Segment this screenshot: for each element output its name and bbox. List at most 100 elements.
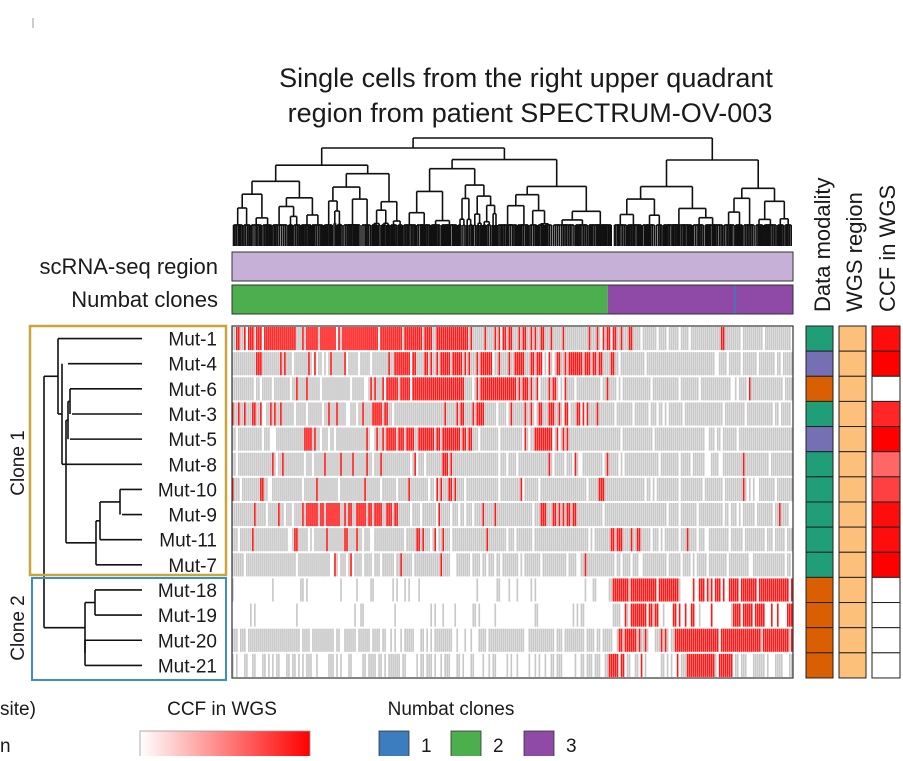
- cell: [368, 452, 370, 476]
- cell: [354, 427, 356, 451]
- cell: [740, 528, 743, 552]
- cell: [346, 327, 348, 351]
- cell: [378, 377, 380, 401]
- cell: [642, 528, 645, 552]
- cell: [392, 427, 394, 451]
- cell: [446, 377, 449, 401]
- cell: [680, 653, 683, 677]
- cell: [574, 427, 577, 451]
- cell: [460, 402, 463, 426]
- cell: [590, 553, 593, 577]
- cell: [768, 553, 771, 577]
- cell: [292, 553, 294, 577]
- cell: [282, 452, 284, 476]
- cell: [410, 628, 412, 652]
- cell: [748, 603, 751, 627]
- cell: [248, 352, 250, 376]
- cell: [508, 502, 511, 527]
- cell: [516, 377, 519, 401]
- cell: [484, 553, 487, 577]
- cell: [616, 352, 619, 376]
- cell: [736, 628, 739, 652]
- cell: [640, 628, 643, 652]
- cell: [288, 502, 290, 527]
- cell: [624, 327, 627, 351]
- cell: [766, 653, 769, 677]
- cell: [322, 502, 324, 527]
- cell: [772, 352, 775, 376]
- cell: [264, 452, 266, 476]
- cell: [316, 402, 318, 426]
- cell: [536, 327, 539, 351]
- cell: [392, 352, 394, 376]
- cell: [432, 327, 434, 351]
- cell: [656, 603, 659, 627]
- cell: [366, 528, 368, 552]
- cell: [716, 578, 719, 602]
- cell: [552, 377, 555, 401]
- cell: [468, 477, 471, 501]
- cell: [766, 477, 769, 501]
- cell: [430, 553, 432, 577]
- cell: [464, 427, 467, 451]
- cell: [642, 452, 645, 476]
- cell: [386, 553, 388, 577]
- cell: [464, 452, 467, 476]
- cell: [734, 377, 737, 401]
- cell: [762, 553, 765, 577]
- cell: [622, 502, 625, 527]
- cell: [548, 502, 551, 527]
- cell: [692, 452, 695, 476]
- cell: [560, 452, 563, 476]
- cell: [636, 402, 639, 426]
- cell: [538, 653, 541, 677]
- cell: [390, 352, 392, 376]
- cell: [710, 352, 713, 376]
- cell: [262, 502, 264, 527]
- cell: [678, 427, 681, 451]
- cell: [302, 553, 304, 577]
- cell: [442, 502, 445, 527]
- cell: [762, 402, 765, 426]
- cell: [712, 452, 715, 476]
- cell: [278, 452, 280, 476]
- cell: [534, 502, 537, 527]
- cell: [478, 603, 481, 627]
- heatmap-frame: [231, 325, 794, 679]
- cell: [386, 352, 388, 376]
- cell: [332, 528, 334, 552]
- cell: [596, 528, 599, 552]
- cell: [634, 427, 637, 451]
- cell: [300, 502, 302, 527]
- cell: [596, 452, 599, 476]
- cell: [308, 553, 310, 577]
- cell: [474, 502, 477, 527]
- cell: [452, 327, 455, 351]
- cell: [380, 502, 382, 527]
- cell: [776, 452, 779, 476]
- cell: [448, 477, 451, 501]
- cell: [450, 352, 453, 376]
- cell: [648, 578, 651, 602]
- cell: [606, 502, 609, 527]
- cell: [380, 653, 382, 677]
- cell: [344, 553, 346, 577]
- legend-label-1: 1: [421, 736, 432, 756]
- cell: [336, 377, 338, 401]
- cell: [680, 628, 683, 652]
- cell: [760, 477, 763, 501]
- cell: [708, 653, 711, 677]
- cell: [254, 352, 256, 376]
- cell: [470, 427, 473, 451]
- cell: [712, 327, 715, 351]
- cell: [472, 352, 475, 376]
- cell: [760, 327, 763, 351]
- cell: [470, 452, 473, 476]
- cell: [450, 377, 453, 401]
- cell: [276, 402, 278, 426]
- cell: [576, 327, 579, 351]
- cell: [310, 653, 312, 677]
- cell: [306, 427, 308, 451]
- wgs-region-cell: [838, 627, 867, 654]
- cell: [726, 452, 729, 476]
